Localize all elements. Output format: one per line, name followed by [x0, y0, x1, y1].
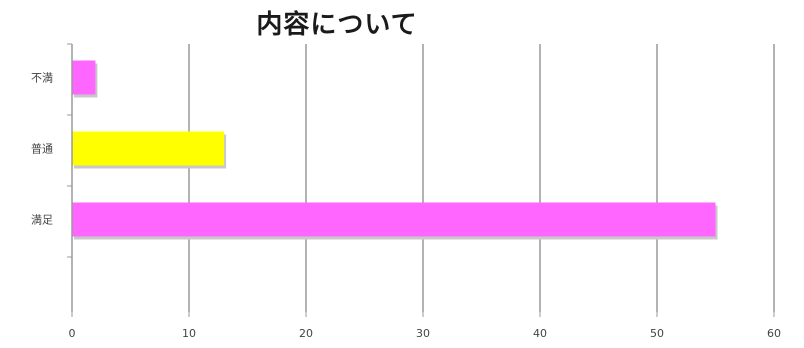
category-label: 満足	[31, 214, 53, 227]
bar-1	[72, 60, 96, 95]
category-label: 普通	[31, 142, 53, 156]
x-tick-label: 60	[767, 327, 781, 340]
bar-3	[72, 202, 716, 237]
x-tick-label: 10	[182, 327, 196, 340]
x-tick-label: 0	[69, 327, 76, 340]
chart-title: 内容について	[256, 10, 418, 40]
axes	[67, 43, 775, 317]
category-label: 不満	[31, 72, 53, 85]
bar-2	[72, 131, 225, 166]
grid-lines	[188, 44, 775, 312]
x-tick-label: 40	[533, 327, 547, 340]
bars	[72, 60, 718, 240]
x-tick-label: 30	[416, 327, 430, 340]
x-tick-label: 20	[299, 327, 313, 340]
x-tick-label: 50	[650, 327, 664, 340]
